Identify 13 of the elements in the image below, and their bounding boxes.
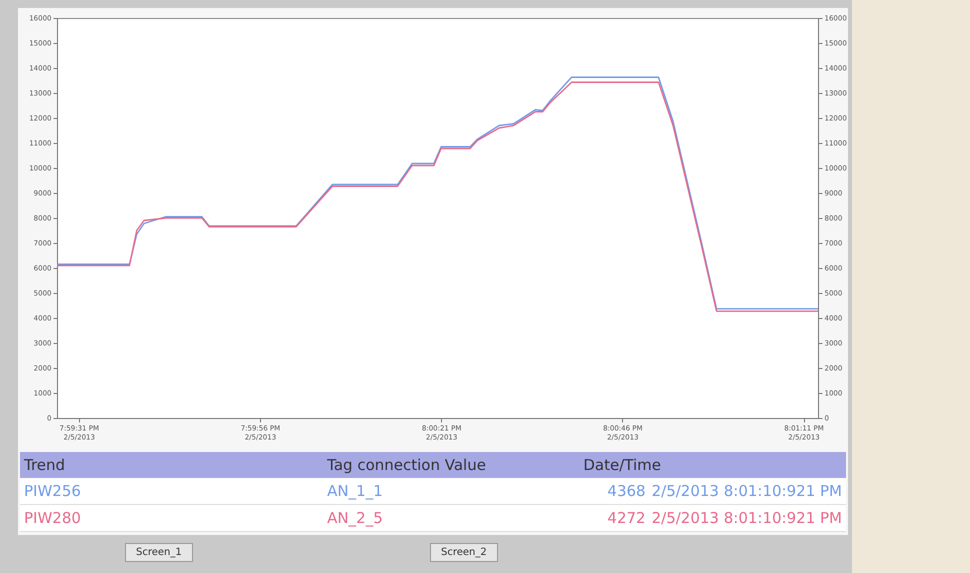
text: AN_1_1	[323, 478, 580, 504]
text: Tag connection Value	[323, 452, 580, 478]
text: PIW256	[20, 478, 324, 504]
text: 4368	[607, 482, 646, 500]
text: 4272	[607, 509, 646, 527]
text: PIW280	[20, 504, 324, 532]
text: AN_2_5	[323, 504, 580, 532]
text: Screen_2	[430, 543, 498, 562]
text: Trend	[20, 452, 324, 478]
text: 2/5/2013 8:01:10:921 PM	[652, 482, 842, 500]
text: Date/Time	[579, 452, 846, 478]
text: 2/5/2013 8:01:10:921 PM	[652, 509, 842, 527]
text: Screen_1	[125, 543, 193, 562]
